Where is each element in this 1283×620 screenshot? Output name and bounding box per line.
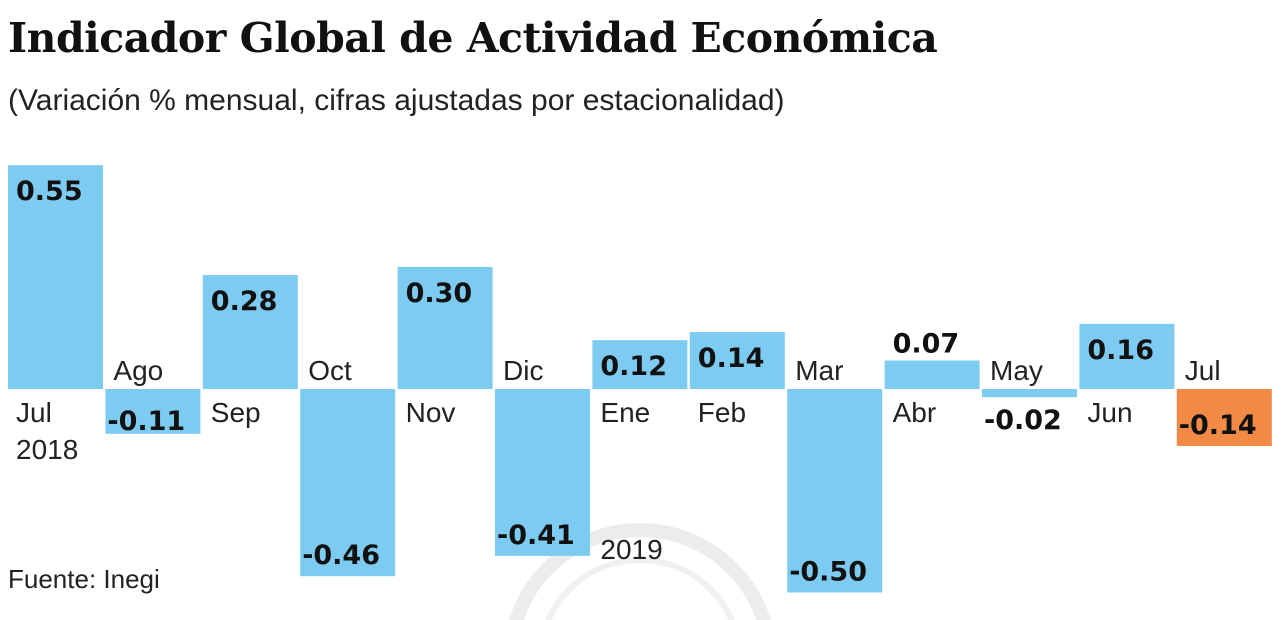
bar-7 [689, 332, 785, 389]
value-label-11: 0.16 [1087, 335, 1154, 366]
category-label-6: Ene [600, 397, 650, 428]
bar-2 [202, 275, 298, 389]
value-label-7: 0.14 [698, 343, 765, 374]
value-label-1: -0.11 [107, 406, 185, 437]
bar-10 [982, 389, 1077, 398]
value-label-8: -0.50 [789, 557, 867, 588]
category-label-2: Sep [211, 397, 261, 428]
category-label-12: Jul [1185, 355, 1221, 386]
category-label-3: Oct [308, 355, 352, 386]
bar-11 [1079, 323, 1175, 389]
bar-4 [397, 266, 493, 389]
watermark-logo [509, 523, 771, 620]
category-label-10: May [990, 355, 1043, 386]
bar-3 [300, 389, 396, 577]
chart-title: Indicador Global de Actividad Económica [8, 14, 938, 62]
year-label-2018: 2018 [16, 434, 78, 465]
value-label-0: 0.55 [16, 176, 83, 207]
bar-1 [105, 389, 201, 434]
value-label-5: -0.41 [497, 520, 575, 551]
bar-12 [1176, 389, 1272, 446]
bar-0 [8, 165, 103, 389]
category-label-0: Jul [16, 397, 52, 428]
value-label-12: -0.14 [1179, 410, 1257, 441]
bar-5 [495, 389, 590, 556]
chart-subtitle: (Variación % mensual, cifras ajustadas p… [8, 84, 785, 117]
bar-9 [884, 360, 980, 389]
category-label-7: Feb [698, 397, 746, 428]
year-label-2019: 2019 [600, 534, 662, 565]
value-label-9: 0.07 [893, 329, 960, 360]
category-label-8: Mar [795, 355, 843, 386]
category-label-9: Abr [893, 397, 937, 428]
value-label-2: 0.28 [211, 286, 278, 317]
category-label-1: Ago [113, 355, 163, 386]
category-label-4: Nov [406, 397, 456, 428]
value-label-6: 0.12 [600, 351, 667, 382]
bar-8 [787, 389, 883, 593]
category-label-11: Jun [1087, 397, 1132, 428]
value-label-3: -0.46 [302, 540, 380, 571]
category-label-5: Dic [503, 355, 543, 386]
bar-6 [592, 340, 688, 389]
value-label-4: 0.30 [406, 278, 473, 309]
source-note: Fuente: Inegi [8, 564, 160, 594]
value-label-10: -0.02 [984, 405, 1062, 436]
